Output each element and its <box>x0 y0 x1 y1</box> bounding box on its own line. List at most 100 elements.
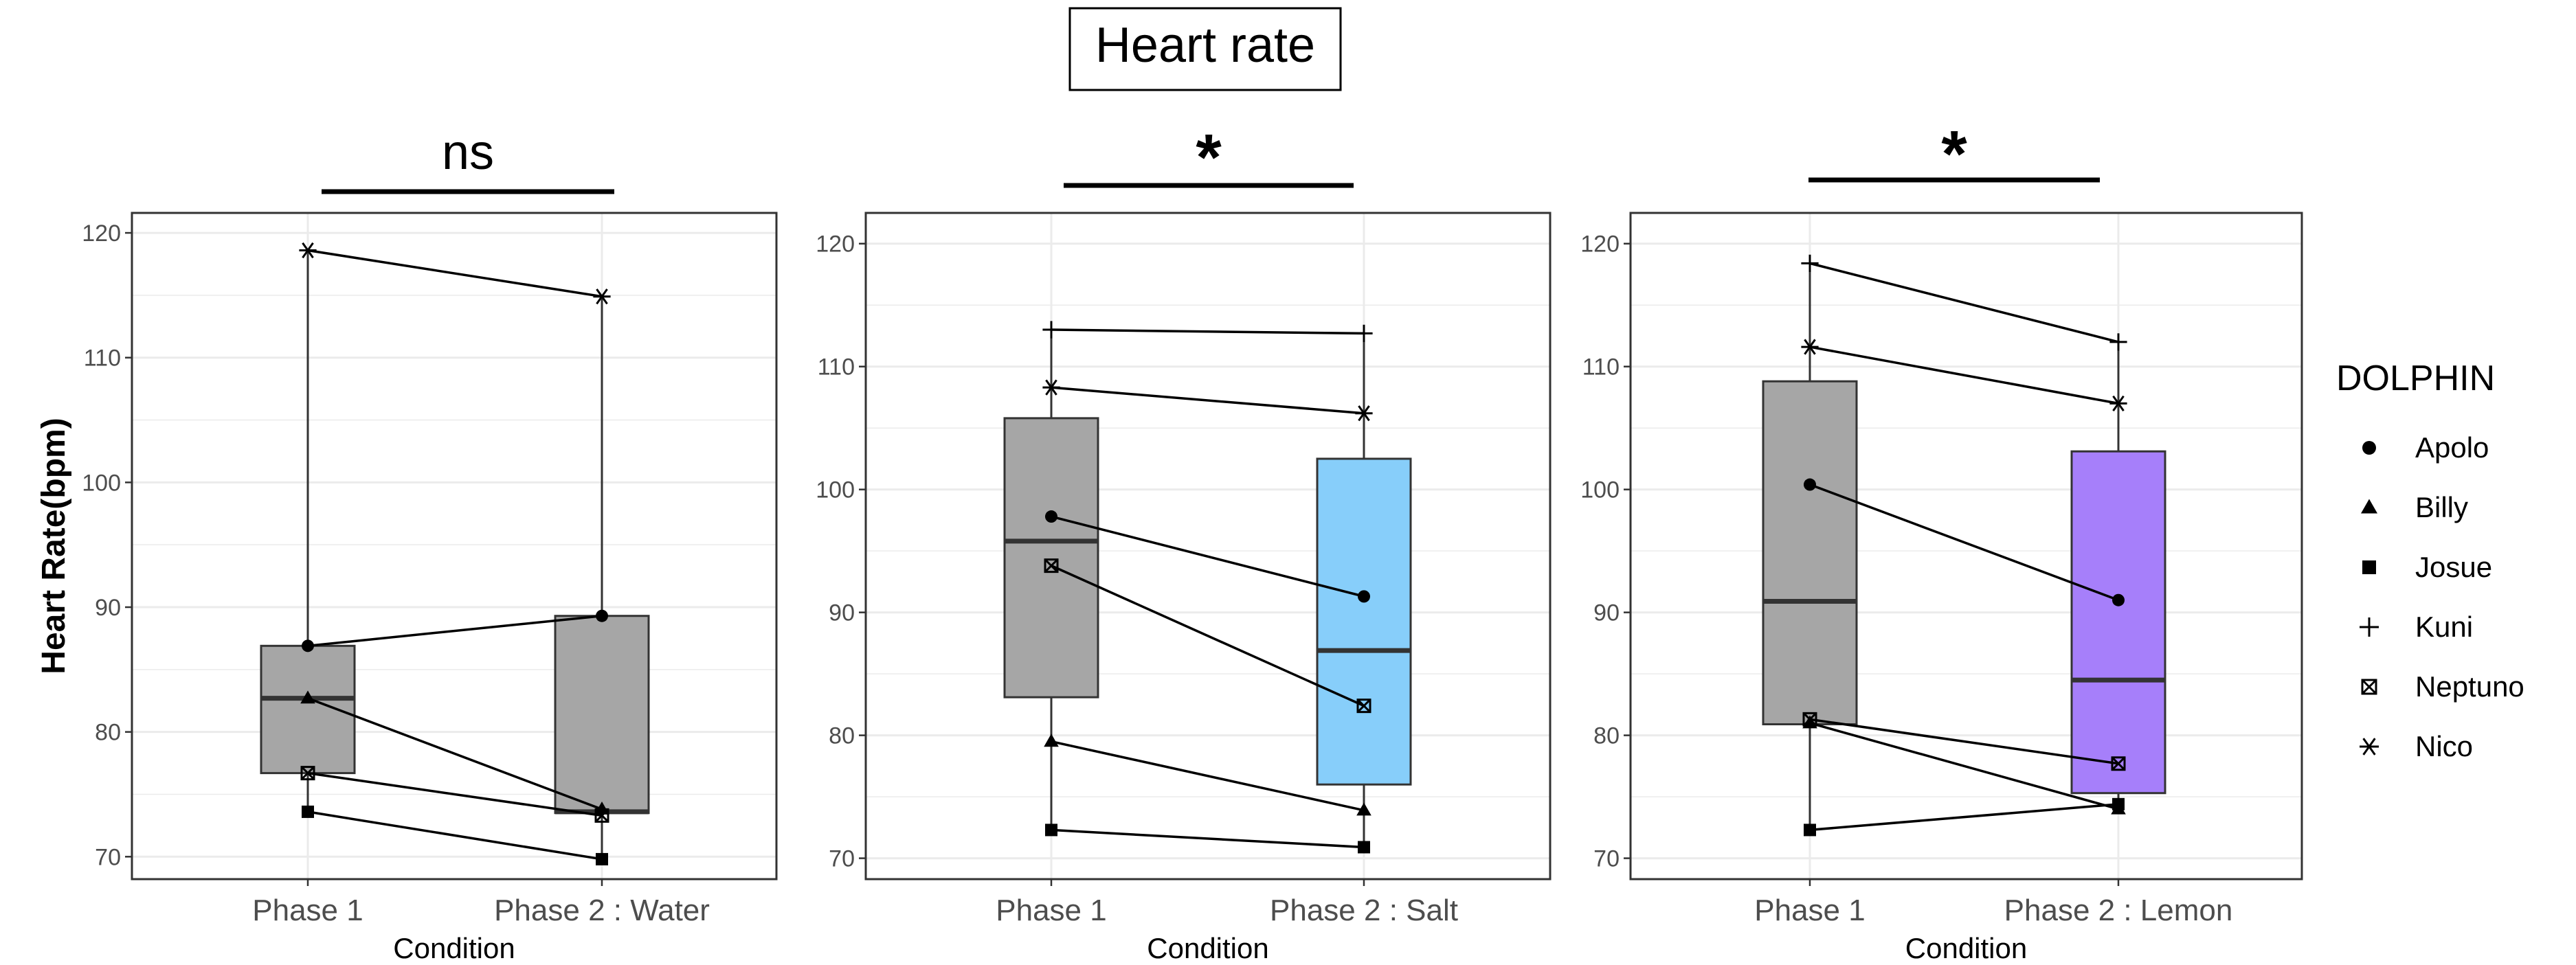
y-tick-label: 80 <box>95 720 121 746</box>
legend-symbol-kuni <box>2360 617 2379 637</box>
y-tick-label: 70 <box>95 844 121 870</box>
series-neptuno <box>1802 712 2126 771</box>
x-tick-label: Phase 1 <box>252 894 363 927</box>
box-phase-2 <box>554 296 650 859</box>
legend-entry-kuni: Kuni <box>2360 611 2473 643</box>
pair-line <box>1809 722 2119 810</box>
pair-line <box>307 614 603 648</box>
series-josue <box>302 805 608 865</box>
pair-line <box>1809 803 2119 832</box>
point-nico <box>1801 339 1819 355</box>
pair-line <box>307 771 603 817</box>
panel-water: 70 80 90 100 110 120 Phase 1 Phase 2 : Water Con… <box>82 125 778 964</box>
point-kuni <box>1801 254 1819 272</box>
title-box <box>1068 7 1342 91</box>
pair-line <box>1809 718 2119 765</box>
legend-entry-apolo: Apolo <box>2362 431 2489 464</box>
series-nico <box>1801 339 2127 411</box>
point-kuni <box>2109 333 2127 351</box>
panel-border <box>864 212 1552 881</box>
y-axis-label: Heart Rate(bpm) <box>36 418 72 674</box>
panel-salt: 70 80 90 100 110 120 Phase 1 Phase 2 : SaltCond… <box>816 121 1552 964</box>
point-josue <box>2112 797 2125 810</box>
panel-lemon: 70 80 90 100 110 120 Phase 1 Phase 2 : Lemon Con… <box>1580 117 2303 964</box>
legend-label: Kuni <box>2415 611 2473 643</box>
x-tick-label: Phase 2 : Salt <box>1270 894 1458 927</box>
series-neptuno <box>1044 558 1371 714</box>
legend: DOLPHIN Apolo Billy Josue Kuni Neptuno Nico <box>2336 359 2524 762</box>
point-neptuno <box>1356 699 1371 714</box>
series-nico <box>1042 379 1373 422</box>
legend-label: Josue <box>2415 551 2492 583</box>
point-apolo <box>302 639 314 652</box>
y-tick-label: 80 <box>1593 723 1620 749</box>
point-neptuno <box>1802 712 1817 727</box>
x-tick-label: Phase 2 : Water <box>494 894 710 927</box>
y-tick-label: 90 <box>1593 600 1620 626</box>
legend-label: Nico <box>2415 730 2473 762</box>
y-tick-label: 110 <box>84 345 121 372</box>
series-kuni <box>1042 321 1373 342</box>
point-neptuno <box>594 808 609 823</box>
panel-border <box>131 212 778 881</box>
pair-line <box>1051 565 1365 707</box>
x-tick-label: Phase 1 <box>996 894 1106 927</box>
legend-title: DOLPHIN <box>2336 359 2495 398</box>
panel-background <box>866 213 1550 879</box>
y-tick-label: 100 <box>82 470 121 496</box>
legend-entry-josue: Josue <box>2362 551 2492 583</box>
y-tick-label: 70 <box>1593 846 1620 872</box>
box-iqr <box>554 615 650 815</box>
point-nico <box>1042 379 1060 396</box>
pair-line <box>307 696 603 810</box>
point-kuni <box>1042 321 1060 339</box>
panel-border <box>1629 212 2303 881</box>
significance-label: ns <box>442 125 494 180</box>
y-tick-label: 120 <box>1580 231 1620 258</box>
y-tick-label: 120 <box>82 220 121 247</box>
x-axis-label: Condition <box>1147 932 1268 964</box>
point-nico <box>2109 395 2127 411</box>
legend-label: Billy <box>2415 491 2468 523</box>
point-apolo <box>2112 593 2125 606</box>
legend-symbol-billy <box>2361 499 2377 514</box>
y-tick-label: 100 <box>1580 477 1620 503</box>
legend-entry-neptuno: Neptuno <box>2361 670 2524 703</box>
series-josue <box>1804 797 2125 837</box>
point-apolo <box>596 609 608 622</box>
point-neptuno <box>2111 756 2126 771</box>
pair-line <box>307 810 603 861</box>
point-josue <box>302 805 314 818</box>
point-apolo <box>1045 510 1057 523</box>
panel-background <box>132 213 776 879</box>
box-iqr <box>2070 450 2166 795</box>
pair-line <box>307 249 603 298</box>
point-billy <box>1356 802 1371 816</box>
series-apolo <box>1045 510 1370 603</box>
pair-line <box>1051 386 1365 415</box>
point-kuni <box>1355 324 1373 342</box>
point-neptuno <box>1044 558 1059 574</box>
point-neptuno <box>300 766 315 781</box>
legend-entry-nico: Nico <box>2360 730 2473 762</box>
legend-label: Apolo <box>2415 431 2489 464</box>
pair-line <box>1051 740 1365 812</box>
x-axis-label: Condition <box>393 932 515 964</box>
box-phase-1 <box>1762 263 1858 830</box>
y-tick-label: 110 <box>1582 354 1620 381</box>
pair-line <box>1051 828 1365 849</box>
point-nico <box>593 288 611 305</box>
series-billy <box>1044 734 1371 816</box>
y-tick-label: 90 <box>95 595 121 621</box>
point-josue <box>1045 824 1057 837</box>
box-phase-2 <box>2070 341 2166 809</box>
x-tick-label: Phase 1 <box>1754 894 1865 927</box>
legend-symbol-neptuno <box>2361 679 2377 695</box>
series-kuni <box>1801 254 2127 351</box>
pair-line <box>1051 328 1365 335</box>
legend-symbol-apolo <box>2362 441 2376 455</box>
box-iqr <box>1003 417 1099 699</box>
significance-label: * <box>1941 117 1967 191</box>
point-nico <box>299 242 317 259</box>
